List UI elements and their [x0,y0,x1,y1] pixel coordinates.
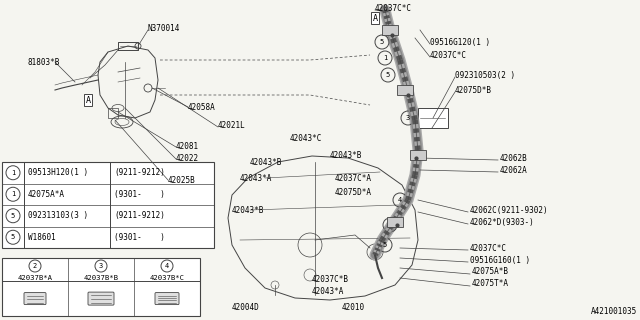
Text: 09513H120(1 ): 09513H120(1 ) [28,168,88,177]
Text: 81803*B: 81803*B [28,58,60,67]
Text: 09516G160(1 ): 09516G160(1 ) [470,255,530,265]
Text: 5: 5 [11,213,15,219]
Text: A: A [86,95,90,105]
Text: A421001035: A421001035 [591,307,637,316]
Text: 42043*A: 42043*A [240,173,273,182]
Text: 42062A: 42062A [500,165,528,174]
Bar [382,25,398,35]
Bar [2,258,200,316]
Text: 42025B: 42025B [168,175,196,185]
Text: 5: 5 [11,234,15,240]
Text: 5: 5 [386,72,390,78]
Text: W18601: W18601 [28,233,56,242]
Text: 42075D*A: 42075D*A [335,188,372,196]
Text: 3: 3 [99,263,103,269]
Text: 42043*B: 42043*B [250,157,282,166]
Text: 42037B*A: 42037B*A [17,275,52,281]
Text: 42075A*A: 42075A*A [28,190,65,199]
Text: (9211-9212): (9211-9212) [114,168,165,177]
Text: N370014: N370014 [148,23,180,33]
Text: 42058A: 42058A [188,102,216,111]
Text: 42043*C: 42043*C [290,133,323,142]
Text: 42022: 42022 [176,154,199,163]
Text: 42037C*A: 42037C*A [335,173,372,182]
FancyBboxPatch shape [24,292,46,305]
Text: 42010: 42010 [342,303,365,313]
Bar [410,150,426,160]
Text: 42037C*C: 42037C*C [470,244,507,252]
Text: 2: 2 [388,222,392,228]
Text: 092310503(2 ): 092310503(2 ) [455,70,515,79]
Text: 5: 5 [380,39,384,45]
Text: 42037C*C: 42037C*C [375,4,412,12]
Text: 42037B*C: 42037B*C [150,275,184,281]
Text: 42043*B: 42043*B [232,205,264,214]
Text: 2: 2 [33,263,37,269]
Text: 1: 1 [11,170,15,176]
Text: 4: 4 [165,263,169,269]
Text: 42075D*B: 42075D*B [455,85,492,94]
Bar [397,85,413,95]
Text: 42037C*B: 42037C*B [312,276,349,284]
Text: 1: 1 [383,55,387,61]
Text: 3: 3 [406,115,410,121]
Text: 42075T*A: 42075T*A [472,279,509,289]
Text: 092313103(3 ): 092313103(3 ) [28,211,88,220]
Text: 42043*B: 42043*B [330,150,362,159]
Text: 42004D: 42004D [232,303,260,313]
Text: (9301-    ): (9301- ) [114,190,165,199]
Text: 42043*A: 42043*A [312,287,344,297]
Text: 1: 1 [11,191,15,197]
Text: 42062C(9211-9302): 42062C(9211-9302) [470,205,548,214]
Text: (9211-9212): (9211-9212) [114,211,165,220]
Text: 42081: 42081 [176,141,199,150]
Text: 42037B*B: 42037B*B [83,275,118,281]
Text: 42075A*B: 42075A*B [472,268,509,276]
Text: (9301-    ): (9301- ) [114,233,165,242]
Text: 42062*D(9303-): 42062*D(9303-) [470,218,535,227]
Text: 42062B: 42062B [500,154,528,163]
Text: A: A [372,13,378,22]
Bar [387,217,403,227]
Text: 4: 4 [398,197,402,203]
Bar [2,162,214,248]
FancyBboxPatch shape [88,292,114,305]
Text: 42021L: 42021L [218,121,246,130]
FancyBboxPatch shape [155,292,179,305]
Text: 09516G120(1 ): 09516G120(1 ) [430,37,490,46]
Bar [418,108,448,128]
Text: 42037C*C: 42037C*C [430,51,467,60]
Text: 5: 5 [383,242,387,248]
